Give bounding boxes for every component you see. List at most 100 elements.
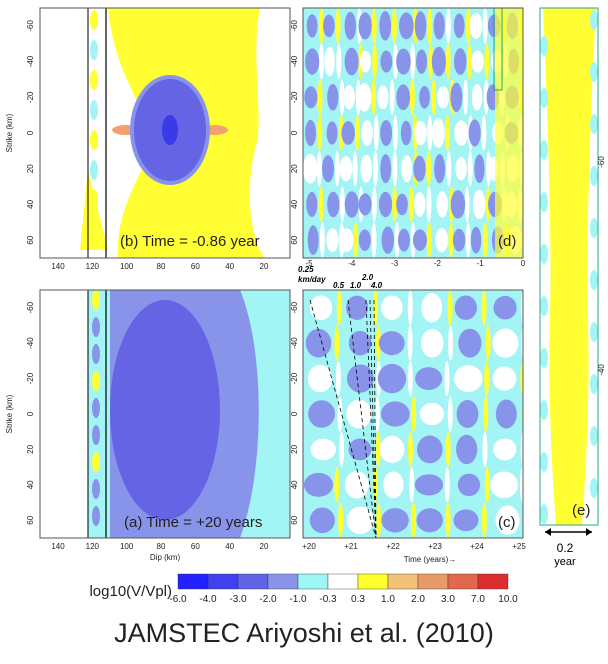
gap xyxy=(353,222,359,258)
gap xyxy=(334,325,340,361)
y-tick-label: -20 xyxy=(290,91,299,103)
frame xyxy=(39,7,291,259)
colorbar-swatch xyxy=(297,573,329,590)
patch xyxy=(344,191,359,218)
gap xyxy=(519,467,523,503)
panel-label: (e) xyxy=(572,502,590,519)
panel-content xyxy=(303,8,523,258)
panel-label: (b) Time = -0.86 year xyxy=(120,233,260,250)
gap xyxy=(371,186,377,223)
patch xyxy=(416,508,443,533)
x-tick-label: -1 xyxy=(477,259,485,268)
gap xyxy=(410,502,416,538)
patch xyxy=(378,191,393,218)
patch xyxy=(380,401,410,427)
front xyxy=(373,299,377,538)
patch xyxy=(92,479,100,499)
colorbar-tick-label: 1.0 xyxy=(381,594,395,605)
gap xyxy=(334,467,340,503)
gap xyxy=(407,290,413,326)
patch xyxy=(415,367,443,390)
y-tick-label: -40 xyxy=(26,337,35,349)
colorbar-tick-label: 0.3 xyxy=(351,594,365,605)
gap xyxy=(373,115,379,151)
speed-label: 4.0 xyxy=(370,281,383,290)
slow-area xyxy=(110,300,220,520)
scale-label: year xyxy=(554,556,576,568)
slow-area xyxy=(162,115,178,145)
panel-label: (d) xyxy=(498,233,516,250)
colorbar-swatch xyxy=(207,573,239,590)
colorbar-tick-label: -4.0 xyxy=(199,594,217,605)
x-tick-label: -4 xyxy=(348,259,356,268)
patch xyxy=(414,11,427,41)
y-tick-label: -20 xyxy=(26,372,35,384)
patch xyxy=(492,328,519,358)
patch xyxy=(379,11,392,41)
patch xyxy=(326,228,339,252)
patch xyxy=(396,84,411,111)
gap xyxy=(447,396,453,432)
patch xyxy=(397,228,410,252)
y-tick-label: 40 xyxy=(290,480,299,489)
y-tick-label: 20 xyxy=(290,444,299,453)
patch xyxy=(358,12,372,40)
x-tick-label: +21 xyxy=(344,542,358,551)
x-tick-label: +24 xyxy=(470,542,484,551)
patch xyxy=(90,40,98,60)
gap xyxy=(334,150,340,187)
speed-label: 2.0 xyxy=(361,273,374,282)
gap xyxy=(483,396,489,432)
gap xyxy=(372,150,378,187)
patch xyxy=(344,11,357,40)
x-tick-label: 120 xyxy=(86,542,100,551)
gap xyxy=(481,290,487,326)
x-tick-label: 80 xyxy=(157,542,166,551)
gap xyxy=(410,43,416,80)
colorbar-tick-label: -0.3 xyxy=(319,594,337,605)
y-tick-label: 40 xyxy=(26,480,35,489)
patch xyxy=(469,12,483,40)
patch xyxy=(377,363,407,394)
patch xyxy=(348,438,372,461)
gap xyxy=(523,503,528,538)
gap xyxy=(482,8,488,44)
patch xyxy=(453,13,465,39)
gap xyxy=(520,360,523,397)
patch xyxy=(306,191,318,217)
patch xyxy=(590,374,598,394)
patch xyxy=(380,119,393,147)
patch xyxy=(360,154,373,183)
patch xyxy=(396,193,408,216)
patch xyxy=(434,154,446,184)
patch xyxy=(90,10,98,30)
y-tick-label: 60 xyxy=(26,515,35,524)
patch xyxy=(457,473,481,497)
gap xyxy=(409,79,415,116)
y-tick-label: 60 xyxy=(290,235,299,244)
y-axis-label: Strike (km) xyxy=(5,113,14,152)
gap xyxy=(394,222,400,258)
gap xyxy=(319,222,325,258)
gap xyxy=(375,431,381,468)
patch xyxy=(92,371,100,391)
y-tick-label: 0 xyxy=(290,411,299,416)
frame xyxy=(302,7,524,259)
patch xyxy=(590,426,598,446)
y-tick-label: -60 xyxy=(597,156,606,168)
colorbar-swatch xyxy=(357,573,389,590)
gap xyxy=(521,326,523,361)
patch xyxy=(452,228,466,252)
x-tick-label: -3 xyxy=(391,259,399,268)
gap xyxy=(482,222,488,258)
patch xyxy=(471,83,483,111)
patch xyxy=(419,85,430,109)
patch xyxy=(421,328,444,358)
y-tick-label: -40 xyxy=(290,337,299,349)
front xyxy=(347,299,377,538)
patch xyxy=(540,244,548,264)
colorbar-tick-label: 3.0 xyxy=(441,594,455,605)
gap xyxy=(370,79,376,116)
patch xyxy=(381,508,409,533)
patch xyxy=(322,155,335,183)
